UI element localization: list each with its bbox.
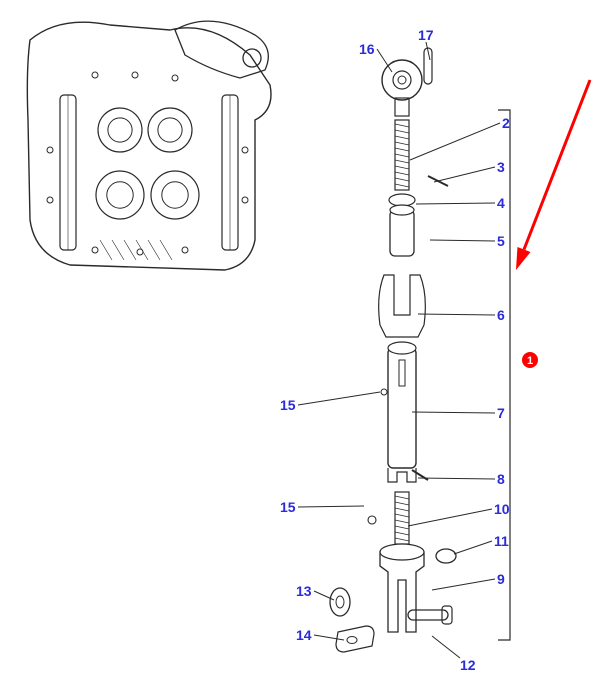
callout-11: 11 — [494, 534, 509, 548]
leader-line-9 — [432, 579, 495, 590]
callout-16: 16 — [359, 42, 375, 56]
leader-line-16 — [377, 49, 392, 72]
leader-line-11 — [454, 541, 492, 554]
exploded-linkage — [330, 48, 456, 652]
leader-line-10 — [408, 509, 492, 526]
callout-6: 6 — [497, 308, 505, 322]
leader-line-15 — [298, 506, 364, 507]
leader-line-4 — [416, 203, 495, 204]
callout-2: 2 — [502, 116, 510, 130]
callout-12: 12 — [460, 658, 476, 672]
callout-5: 5 — [497, 234, 505, 248]
callout-15: 15 — [280, 500, 296, 514]
leader-line-2 — [410, 123, 500, 160]
leader-line-3 — [434, 167, 495, 182]
leader-line-17 — [426, 42, 430, 60]
leader-line-8 — [418, 478, 495, 479]
callout-10: 10 — [494, 502, 510, 516]
diagram-stage: 1 17 16 2 3 4 5 6 15 7 8 15 10 11 9 13 14 12 — [0, 0, 600, 694]
callout-4: 4 — [497, 196, 505, 210]
assembly-bracket — [498, 110, 510, 640]
callout-3: 3 — [497, 160, 505, 174]
leader-line-5 — [430, 240, 495, 241]
leader-line-6 — [418, 314, 495, 315]
highlight-arrow-shaft — [524, 80, 590, 249]
callout-8: 8 — [497, 472, 505, 486]
callout-15: 15 — [280, 398, 296, 412]
leader-line-12 — [432, 636, 460, 658]
leader-line-15 — [298, 392, 380, 405]
callout-7: 7 — [497, 406, 505, 420]
leader-line-14 — [314, 635, 344, 640]
callout-14: 14 — [296, 628, 312, 642]
callout-9: 9 — [497, 572, 505, 586]
leader-line-7 — [412, 412, 495, 413]
context-housing — [27, 21, 271, 270]
callout-17: 17 — [418, 28, 434, 42]
highlight-arrow-head — [516, 247, 531, 270]
assembly-ref-dot-label: 1 — [527, 355, 533, 367]
callout-13: 13 — [296, 584, 312, 598]
